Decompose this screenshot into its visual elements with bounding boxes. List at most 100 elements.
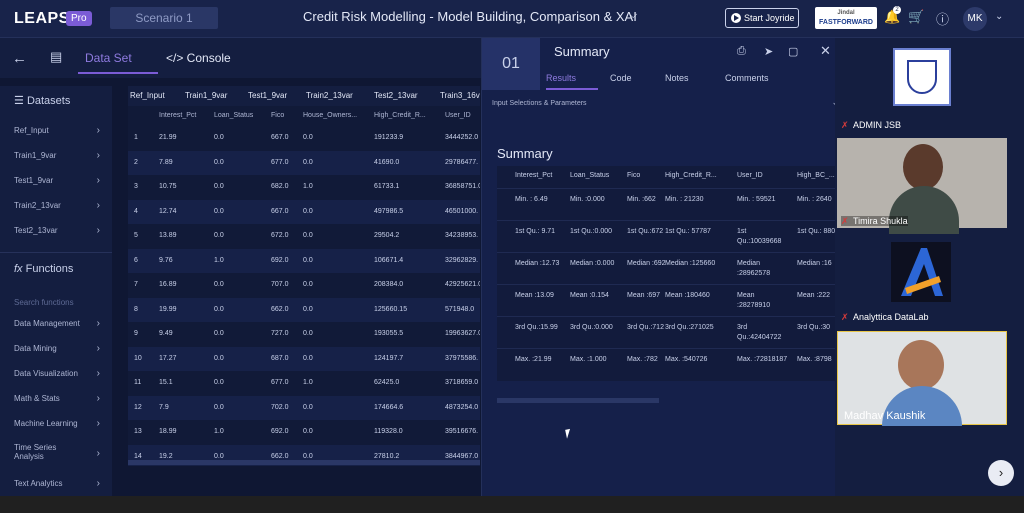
sidebar-item-machine-learning[interactable]: Machine Learning › — [14, 418, 100, 429]
participant-tile[interactable]: ✗ Analyttica DataLab — [837, 234, 1007, 324]
tab-results[interactable]: Results — [546, 73, 577, 83]
sidebar-item-train2[interactable]: Train2_13var › — [14, 200, 100, 211]
table-row[interactable]: 3 10.75 0.0 682.0 1.0 61733.1 36858751.0 — [128, 175, 480, 199]
chevron-down-icon[interactable]: ⌄ — [995, 11, 1004, 22]
table-row[interactable]: 13 18.99 1.0 692.0 0.0 119328.0 39516676. — [128, 420, 480, 444]
sidebar-item-test1[interactable]: Test1_9var › — [14, 175, 100, 186]
sidebar-item-train1[interactable]: Train1_9var › — [14, 150, 100, 161]
row-index: 3 — [134, 183, 138, 190]
sidebar-item-ref-input[interactable]: Ref_Input › — [14, 125, 100, 136]
print-icon[interactable]: ⎙ — [737, 45, 746, 57]
scenario-selector[interactable]: Scenario 1 — [110, 7, 218, 29]
step-number: 01 — [482, 38, 540, 90]
project-title[interactable]: Credit Risk Modelling - Model Building, … — [303, 9, 637, 24]
table-row[interactable]: 5 13.89 0.0 672.0 0.0 29504.2 34238953. — [128, 224, 480, 248]
tab-test2[interactable]: Test2_13var — [374, 91, 418, 100]
tab-console[interactable]: </> Console — [166, 51, 231, 65]
table-row[interactable]: 11 15.1 0.0 677.0 1.0 62425.0 3718659.0 — [128, 371, 480, 395]
table-row[interactable]: 1 21.99 0.0 667.0 0.0 191233.9 3444252.0 — [128, 126, 480, 150]
table-cell: 497986.5 — [374, 207, 404, 215]
functions-heading[interactable]: fx Functions — [14, 263, 73, 275]
column-header[interactable]: Interest_Pct — [159, 112, 197, 119]
column-header[interactable]: Fico — [271, 112, 285, 119]
table-cell: 41690.0 — [374, 158, 400, 166]
tab-comments[interactable]: Comments — [725, 73, 769, 83]
column-header[interactable]: User_ID — [445, 112, 471, 119]
summary-cell: Min. : 21230 — [665, 196, 704, 203]
table-cell: 10.75 — [159, 183, 177, 190]
sidebar-item-data-visualization[interactable]: Data Visualization › — [14, 368, 100, 379]
summary-cell: 1st Qu.: 57787 — [665, 228, 711, 235]
summary-cell: Mean :0.154 — [570, 292, 609, 299]
summary-cell: Median :0.000 — [570, 260, 615, 267]
tab-train1[interactable]: Train1_9var — [185, 91, 228, 100]
functions-heading-label: Functions — [25, 263, 74, 275]
summary-cell: Mean :222 — [797, 292, 831, 299]
tab-code[interactable]: Code — [610, 73, 632, 83]
tab-data-set[interactable]: Data Set — [85, 51, 132, 65]
table-cell: 1.0 — [214, 256, 224, 264]
expand-icon[interactable]: ▢ — [788, 46, 799, 58]
pin-icon[interactable]: ➤ — [764, 46, 774, 58]
search-functions-input[interactable]: Search functions — [14, 298, 74, 307]
table-cell: 677.0 — [271, 158, 289, 166]
participant-tile[interactable]: ✗ ADMIN JSB — [837, 42, 1007, 132]
sidebar-item-time-series[interactable]: Time Series Analysis › — [14, 443, 100, 461]
column-header[interactable]: Loan_Status — [214, 112, 254, 119]
row-index: 2 — [134, 158, 138, 166]
sidebar-item-math-stats[interactable]: Math & Stats › — [14, 393, 100, 404]
table-cell: 0.0 — [303, 452, 313, 460]
participant-video[interactable]: ✗ Timira Shukla — [837, 138, 1007, 236]
bottom-bar — [0, 496, 1024, 513]
table-row[interactable]: 10 17.27 0.0 687.0 0.0 124197.7 37975586. — [128, 346, 480, 371]
summary-cell: 3rd Qu.:15.99 — [515, 324, 558, 331]
summary-column-header: Loan_Status — [570, 172, 610, 179]
layout-grid-icon[interactable]: ▤ — [50, 49, 63, 64]
datasets-heading[interactable]: ☰ Datasets — [14, 94, 70, 107]
table-row[interactable]: 6 9.76 1.0 692.0 0.0 106671.4 32962829. — [128, 248, 480, 273]
user-avatar[interactable]: MK — [963, 7, 987, 31]
table-row[interactable]: 8 19.99 0.0 662.0 0.0 125660.15 571948.0 — [128, 297, 480, 322]
tab-notes[interactable]: Notes — [665, 73, 689, 83]
table-row[interactable]: 7 16.89 0.0 707.0 0.0 208384.0 42925621.0 — [128, 273, 480, 297]
summary-cell: Max. :8798 — [797, 356, 832, 363]
next-arrow-button[interactable]: › — [988, 460, 1014, 486]
sidebar-item-test2[interactable]: Test2_13var › — [14, 225, 100, 236]
help-icon[interactable]: ⓘ — [936, 12, 950, 27]
sidebar-item-data-management[interactable]: Data Management › — [14, 318, 100, 329]
table-cell: 0.0 — [214, 452, 224, 460]
app-logo[interactable]: LEAPS — [14, 10, 70, 27]
table-row[interactable]: 4 12.74 0.0 667.0 0.0 497986.5 46501000. — [128, 199, 480, 224]
table-row[interactable]: 2 7.89 0.0 677.0 0.0 41690.0 29786477. — [128, 150, 480, 175]
table-cell: 19.2 — [159, 452, 173, 460]
horizontal-scrollbar[interactable] — [497, 398, 659, 403]
summary-row: Mean :13.09 Mean :0.154 Mean :697 Mean :180… — [497, 284, 836, 316]
summary-cell: Min. : 2640 — [797, 196, 832, 203]
cart-icon[interactable]: 🛒 — [908, 9, 925, 24]
column-header[interactable]: High_Credit_R... — [374, 112, 426, 119]
tab-ref-input[interactable]: Ref_Input — [130, 91, 165, 100]
table-cell: 662.0 — [271, 305, 289, 313]
table-cell: 662.0 — [271, 452, 289, 460]
table-cell: 37975586. — [445, 354, 479, 362]
summary-cell: Mean :13.09 — [515, 292, 554, 299]
participant-video-active[interactable]: Madhav Kaushik — [837, 331, 1007, 426]
fastforward-logo: Jindal FASTFORWARD — [815, 7, 877, 29]
tab-train3[interactable]: Train3_16v — [440, 91, 480, 100]
table-row[interactable]: 9 9.49 0.0 727.0 0.0 193055.5 19963627.0 — [128, 322, 480, 346]
table-row[interactable]: 12 7.9 0.0 702.0 0.0 174664.6 4873254.0 — [128, 395, 480, 420]
start-joyride-button[interactable]: Start Joyride — [725, 8, 799, 28]
horizontal-scrollbar[interactable] — [128, 460, 480, 465]
active-tab-indicator — [78, 72, 158, 74]
panel-title: Summary — [554, 44, 610, 59]
close-icon[interactable]: ✕ — [820, 43, 831, 58]
column-header[interactable]: House_Owners... — [303, 112, 358, 119]
sidebar-item-data-mining[interactable]: Data Mining › — [14, 343, 100, 354]
chevron-down-icon[interactable]: ⌵ — [629, 9, 638, 21]
tab-train2[interactable]: Train2_13var — [306, 91, 353, 100]
back-arrow-icon[interactable]: ← — [12, 50, 27, 67]
tab-test1[interactable]: Test1_9var — [248, 91, 288, 100]
sidebar-item-text-analytics[interactable]: Text Analytics › — [14, 478, 100, 489]
table-cell: 687.0 — [271, 354, 289, 362]
input-selections-toggle[interactable]: Input Selections & Parameters — [492, 100, 587, 107]
